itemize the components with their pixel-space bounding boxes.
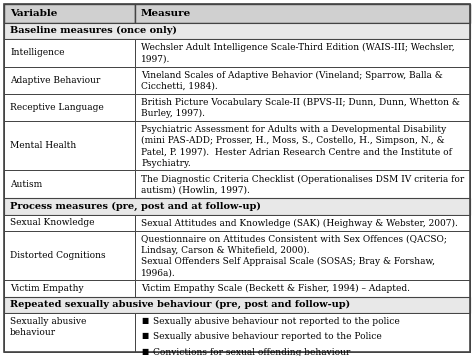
Text: Sexually abusive behaviour reported to the Police: Sexually abusive behaviour reported to t…: [153, 333, 382, 341]
Text: ■: ■: [141, 317, 148, 325]
Bar: [135, 171, 470, 198]
Bar: [4, 231, 135, 280]
Text: British Picture Vocabulary Scale-II (BPVS-II; Dunn, Dunn, Whetton &
Burley, 1997: British Picture Vocabulary Scale-II (BPV…: [141, 98, 460, 118]
Text: Sexually abusive behaviour not reported to the police: Sexually abusive behaviour not reported …: [153, 317, 400, 326]
Bar: [4, 198, 470, 215]
Text: Convictions for sexual offending behaviour: Convictions for sexual offending behavio…: [153, 347, 350, 356]
Text: Victim Empathy: Victim Empathy: [10, 284, 83, 293]
Bar: [4, 297, 470, 313]
Bar: [135, 280, 470, 297]
Text: Vineland Scales of Adaptive Behavior (Vineland; Sparrow, Balla &
Cicchetti, 1984: Vineland Scales of Adaptive Behavior (Vi…: [141, 70, 443, 91]
Bar: [4, 39, 135, 67]
Bar: [135, 94, 470, 121]
Bar: [4, 121, 135, 171]
Bar: [4, 94, 135, 121]
Text: ■: ■: [141, 333, 148, 340]
Bar: [4, 171, 135, 198]
Text: Adaptive Behaviour: Adaptive Behaviour: [10, 76, 100, 85]
Bar: [135, 4, 470, 22]
Text: Questionnaire on Attitudes Consistent with Sex Offences (QACSO;
Lindsay, Carson : Questionnaire on Attitudes Consistent wi…: [141, 235, 447, 277]
Bar: [4, 67, 135, 94]
Text: Victim Empathy Scale (Beckett & Fisher, 1994) – Adapted.: Victim Empathy Scale (Beckett & Fisher, …: [141, 284, 410, 293]
Text: The Diagnostic Criteria Checklist (Operationalises DSM IV criteria for
autism) (: The Diagnostic Criteria Checklist (Opera…: [141, 174, 465, 195]
Bar: [135, 215, 470, 231]
Text: Sexual Attitudes and Knowledge (SAK) (Heighway & Webster, 2007).: Sexual Attitudes and Knowledge (SAK) (He…: [141, 219, 458, 227]
Text: Autism: Autism: [10, 180, 42, 189]
Bar: [4, 4, 135, 22]
Text: Repeated sexually abusive behaviour (pre, post and follow-up): Repeated sexually abusive behaviour (pre…: [10, 300, 350, 309]
Bar: [135, 231, 470, 280]
Text: Mental Health: Mental Health: [10, 141, 76, 150]
Text: Distorted Cognitions: Distorted Cognitions: [10, 251, 106, 260]
Text: Sexual Knowledge: Sexual Knowledge: [10, 218, 94, 227]
Text: Sexually abusive
behaviour: Sexually abusive behaviour: [10, 317, 86, 336]
Bar: [135, 313, 470, 352]
Bar: [135, 67, 470, 94]
Text: Intelligence: Intelligence: [10, 48, 64, 57]
Bar: [135, 39, 470, 67]
Text: Process measures (pre, post and at follow-up): Process measures (pre, post and at follo…: [10, 201, 261, 211]
Text: Wechsler Adult Intelligence Scale-Third Edition (WAIS-III; Wechsler,
1997).: Wechsler Adult Intelligence Scale-Third …: [141, 43, 455, 63]
Text: ■: ■: [141, 347, 148, 356]
Bar: [4, 22, 470, 39]
Bar: [4, 313, 135, 352]
Bar: [4, 215, 135, 231]
Text: Variable: Variable: [10, 9, 57, 18]
Text: Receptive Language: Receptive Language: [10, 103, 104, 112]
Bar: [135, 121, 470, 171]
Text: Baseline measures (once only): Baseline measures (once only): [10, 26, 177, 36]
Text: Psychiatric Assessment for Adults with a Developmental Disability
(mini PAS-ADD;: Psychiatric Assessment for Adults with a…: [141, 125, 452, 168]
Text: Measure: Measure: [141, 9, 191, 18]
Bar: [4, 280, 135, 297]
